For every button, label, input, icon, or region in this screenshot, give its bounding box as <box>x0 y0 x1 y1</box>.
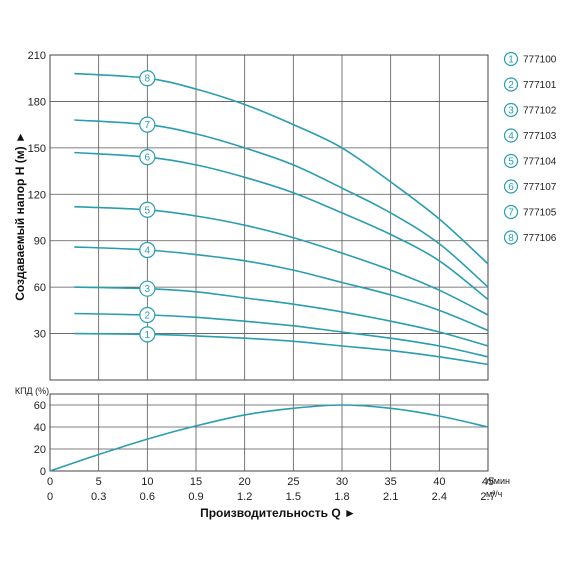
head-curve-4 <box>74 246 489 332</box>
legend-entry: 777103 <box>523 131 557 142</box>
curve-marker-label: 7 <box>145 120 151 131</box>
head-curve-7 <box>74 119 489 288</box>
head-curve-6 <box>74 151 489 301</box>
y-tick-label: 40 <box>34 422 46 434</box>
curve-marker <box>139 70 156 87</box>
legend: 1 777100 2 777101 3 777102 4 777103 5 777104 6 7771… <box>503 51 557 245</box>
legend-marker <box>503 153 519 169</box>
efficiency-curve <box>49 404 489 472</box>
x-tick-label: 45 <box>482 476 494 488</box>
legend-entry: 777107 <box>523 182 557 193</box>
y-tick-label: 30 <box>34 329 46 341</box>
x-unit-primary: л/мин <box>486 476 510 486</box>
x-tick-label-secondary: 0.9 <box>188 491 203 503</box>
y-tick-label: 210 <box>28 50 46 62</box>
legend-marker-label: 1 <box>508 55 514 66</box>
x-tick-label: 30 <box>336 476 348 488</box>
legend-marker <box>503 230 519 245</box>
curve-marker-label: 8 <box>145 74 151 85</box>
x-tick-label-secondary: 2.1 <box>383 491 398 503</box>
head-curve-5 <box>74 205 489 316</box>
curve-marker-label: 3 <box>145 284 151 295</box>
head-curve-1 <box>74 332 489 366</box>
x-tick-label-secondary: 2.7 <box>480 491 495 503</box>
legend-entry: 777106 <box>523 233 557 244</box>
x-tick-label: 5 <box>96 476 102 488</box>
x-tick-label: 20 <box>239 476 251 488</box>
y-tick-label: 90 <box>34 236 46 248</box>
x-tick-label-secondary: 0.3 <box>91 491 106 503</box>
legend-marker <box>503 102 519 118</box>
legend-marker <box>503 204 519 220</box>
y-tick-label: 60 <box>34 282 46 294</box>
x-tick-label: 25 <box>287 476 299 488</box>
curve-marker <box>139 280 156 297</box>
x-tick-label: 35 <box>385 476 397 488</box>
curve-marker <box>139 201 156 218</box>
legend-marker-label: 5 <box>508 157 514 168</box>
curve-marker <box>139 241 156 259</box>
legend-marker <box>503 51 519 67</box>
legend-entry: 777101 <box>523 80 557 91</box>
legend-marker-label: 8 <box>508 233 514 244</box>
legend-marker-label: 6 <box>508 182 514 193</box>
x-tick-label: 0 <box>47 476 53 488</box>
plot-frame <box>49 54 489 381</box>
y-tick-label: 180 <box>28 96 46 108</box>
x-tick-label-secondary: 0 <box>47 491 53 503</box>
efficiency-y-axis-label: КПД (%) <box>15 386 49 396</box>
x-axis-label: Производительность Q ► <box>200 506 356 520</box>
x-tick-label-secondary: 1.5 <box>286 491 301 503</box>
curve-marker <box>139 306 156 324</box>
y-tick-label: 0 <box>40 466 46 478</box>
curve-marker-label: 2 <box>145 311 151 322</box>
head-curves-plot: 30 60 90 120 150 180 210 1 2 3 4 5 6 7 8 <box>28 50 489 381</box>
legend-entry: 777105 <box>523 208 557 219</box>
curve-marker-label: 5 <box>145 205 151 216</box>
x-tick-label-secondary: 0.6 <box>140 491 155 503</box>
legend-marker-label: 3 <box>508 106 514 117</box>
legend-entry: 777102 <box>523 106 557 117</box>
x-tick-label-secondary: 2.4 <box>432 491 447 503</box>
x-tick-label-secondary: 1.2 <box>237 491 252 503</box>
curve-marker <box>139 149 156 166</box>
curve-marker <box>139 116 156 133</box>
curve-marker <box>139 326 156 343</box>
legend-entry: 777104 <box>523 157 557 168</box>
x-unit-secondary: м³/ч <box>486 489 503 499</box>
x-tick-label: 15 <box>190 476 202 488</box>
y-tick-label: 150 <box>28 143 46 155</box>
legend-marker-label: 2 <box>508 80 514 91</box>
y-tick-label: 20 <box>34 444 46 456</box>
y-tick-label: 60 <box>34 400 46 412</box>
curve-marker-label: 6 <box>145 153 151 164</box>
curve-marker-label: 1 <box>145 330 151 341</box>
y-tick-label: 120 <box>28 189 46 201</box>
x-tick-label-secondary: 1.8 <box>334 491 349 503</box>
curve-marker-label: 4 <box>145 246 151 257</box>
legend-entry: 777100 <box>523 55 557 66</box>
legend-marker-label: 4 <box>508 131 514 142</box>
legend-marker <box>503 77 519 92</box>
x-tick-label: 40 <box>433 476 445 488</box>
head-curve-8 <box>74 72 489 265</box>
head-curve-2 <box>74 312 489 358</box>
y-axis-label: Создаваемый напор H (м) ► <box>13 131 27 301</box>
x-tick-label: 10 <box>141 476 153 488</box>
efficiency-plot: 0050.3100.6150.9201.2251.5301.8352.1402.… <box>34 393 496 503</box>
legend-marker <box>503 179 519 194</box>
efficiency-frame <box>49 393 489 472</box>
legend-marker <box>503 128 519 143</box>
head-curve-3 <box>74 286 489 347</box>
legend-marker-label: 7 <box>508 208 514 219</box>
